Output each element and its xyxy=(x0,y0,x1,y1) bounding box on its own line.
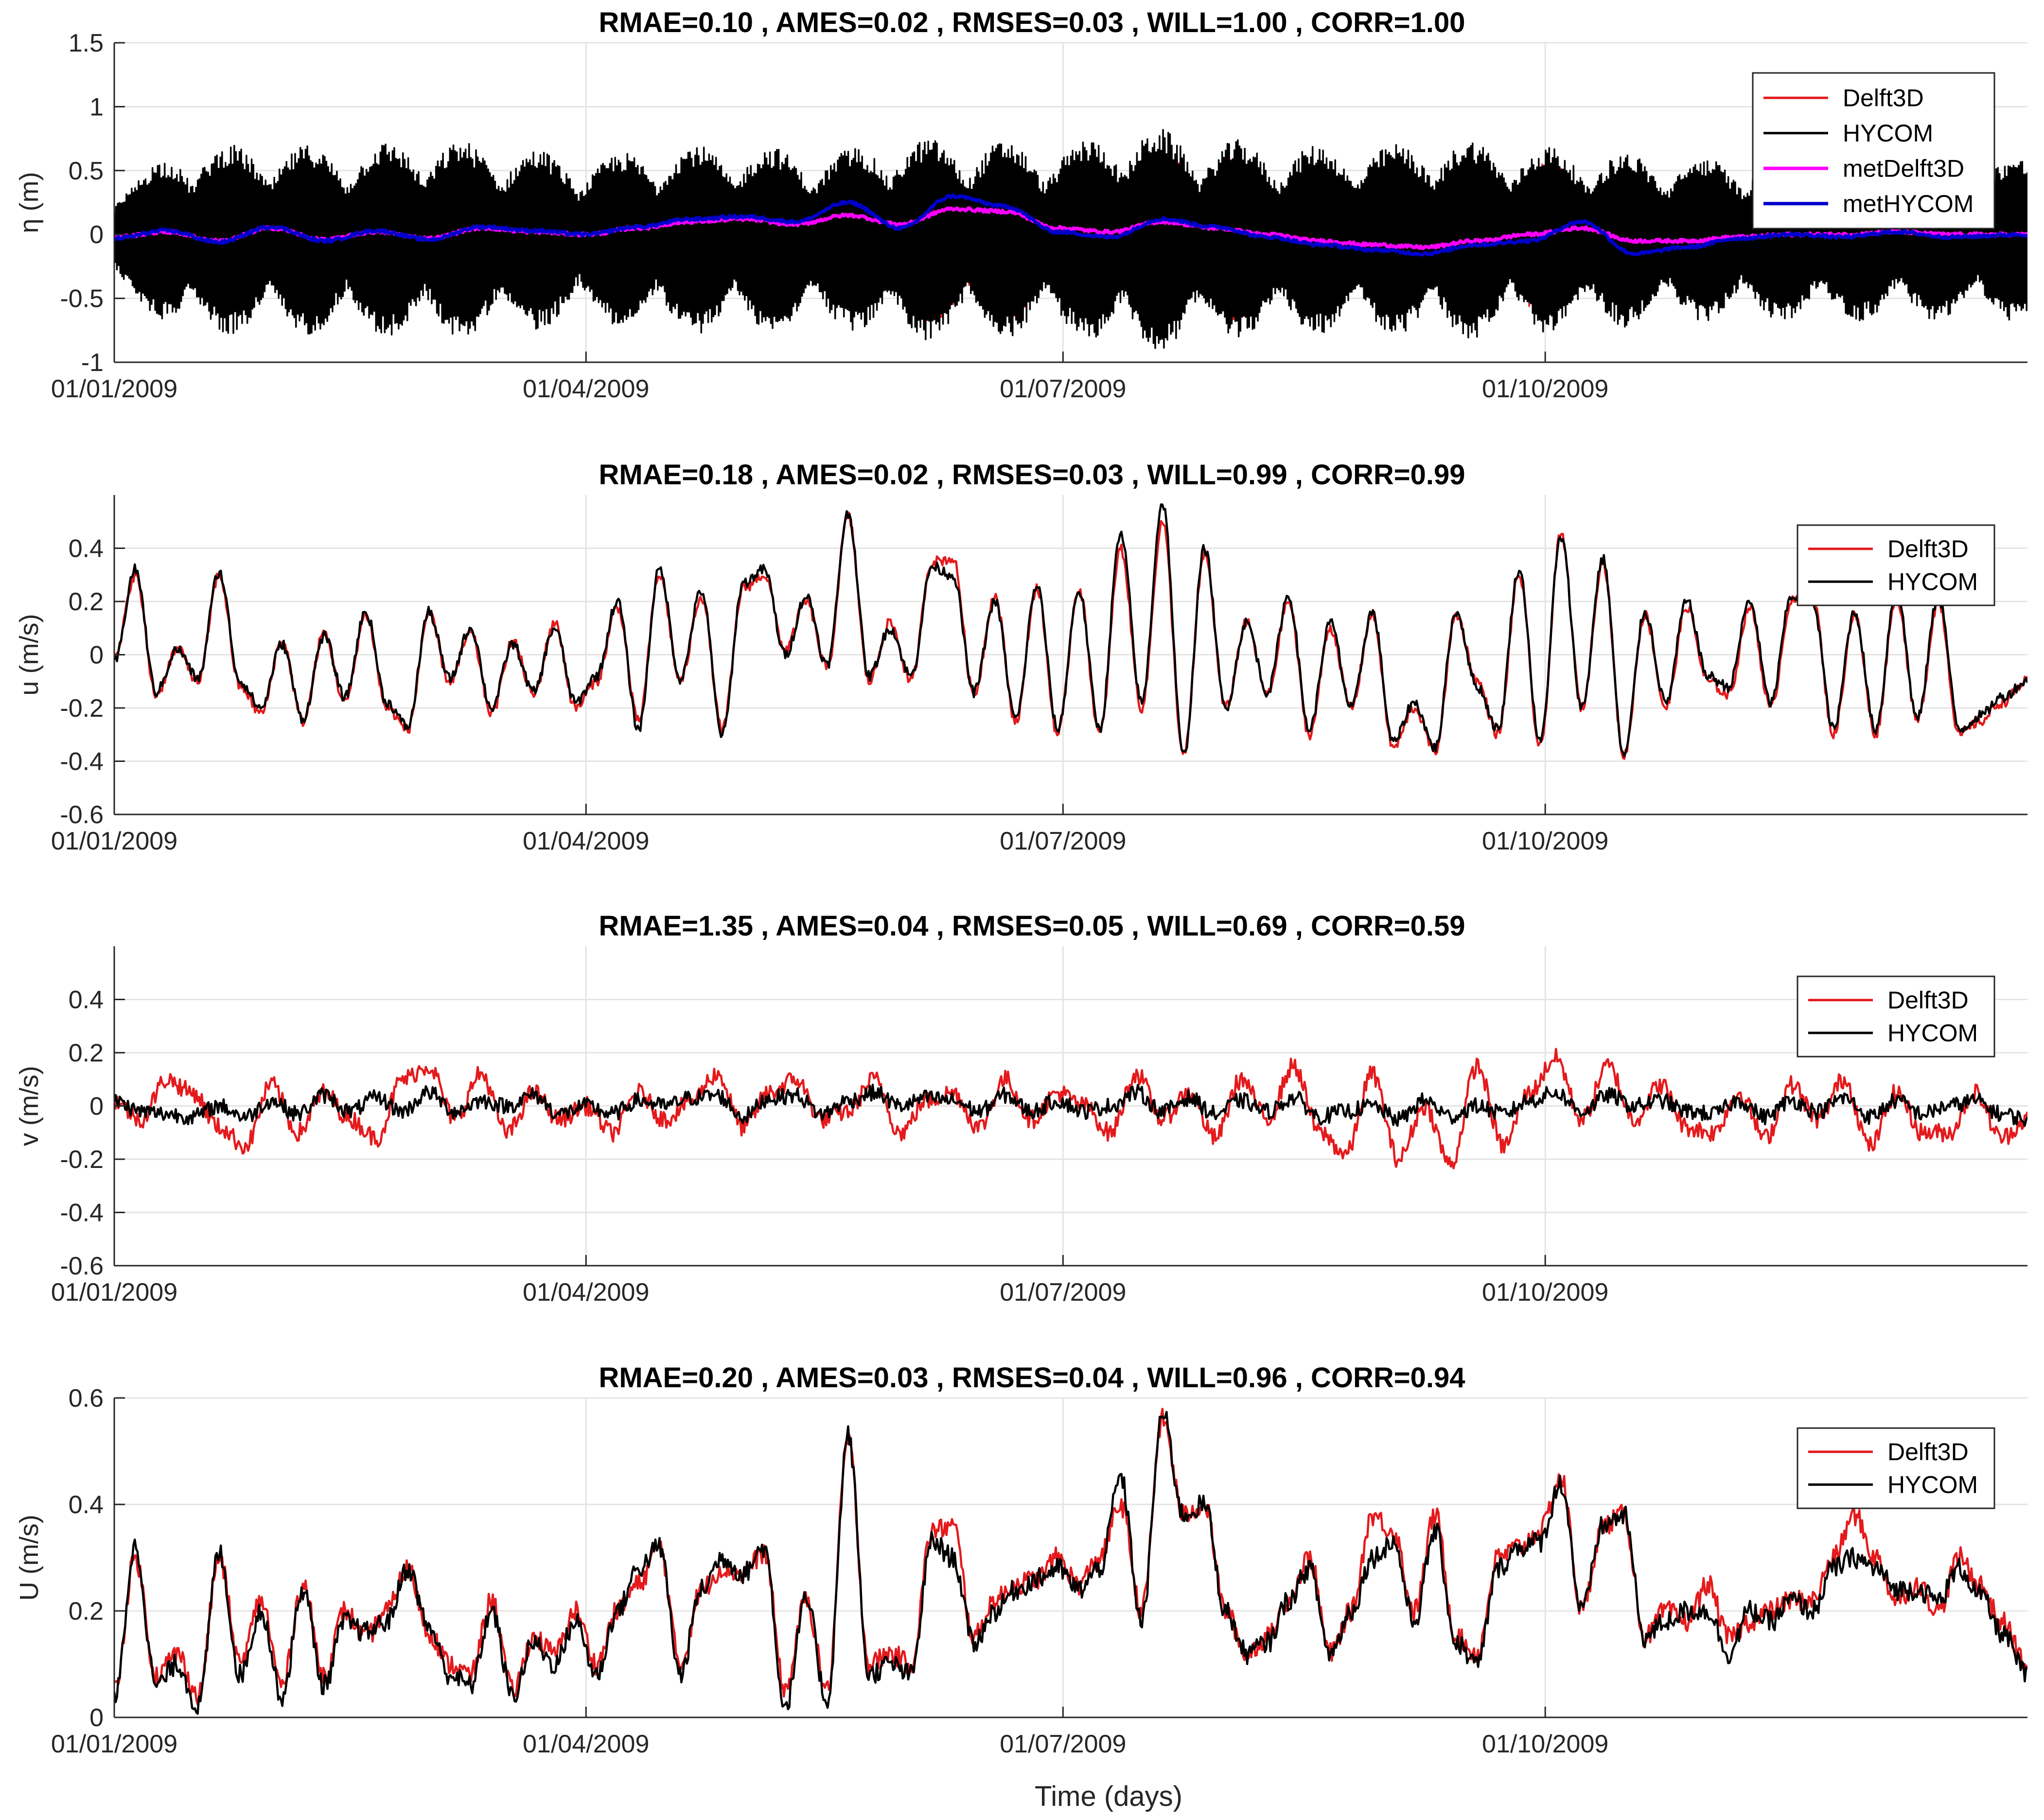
y-tick-label: -0.6 xyxy=(60,1252,104,1280)
y-axis-label: U (m/s) xyxy=(15,1515,44,1601)
y-axis-label: η (m) xyxy=(15,172,44,233)
x-tick-label: 01/10/2009 xyxy=(1482,1278,1608,1307)
y-tick-label: -0.6 xyxy=(60,801,104,829)
legend: Delft3D HYCOM metDelft3D metHYCOM xyxy=(1752,72,1995,230)
y-tick-label: 1.5 xyxy=(69,29,104,57)
series-line-delft3d xyxy=(114,1048,2027,1169)
x-tick-label: 01/01/2009 xyxy=(51,827,177,855)
y-tick-label: 0.2 xyxy=(69,588,104,616)
x-tick-label: 01/07/2009 xyxy=(1000,1730,1126,1758)
subplot-eta: -1 -0.5 0 0.5 1 1.5 01/01/2009 01/04/2009 01/07/… xyxy=(15,7,2027,403)
y-tick-label: 0.4 xyxy=(69,986,104,1014)
legend-label-hycom: HYCOM xyxy=(1843,120,1933,147)
x-tick-label: 01/04/2009 xyxy=(523,827,649,855)
legend: Delft3D HYCOM xyxy=(1797,975,1995,1058)
legend-label-methycom: metHYCOM xyxy=(1843,190,1974,217)
x-tick-label: 01/01/2009 xyxy=(51,375,177,403)
legend: Delft3D HYCOM xyxy=(1797,1427,1995,1509)
x-axis-label: Time (days) xyxy=(1035,1781,1182,1812)
subplot-title: RMAE=0.10 , AMES=0.02 , RMSES=0.03 , WIL… xyxy=(599,7,1465,38)
legend-box xyxy=(1797,1427,1995,1509)
subplot-title: RMAE=1.35 , AMES=0.04 , RMSES=0.05 , WIL… xyxy=(599,910,1465,942)
legend-label-delft3d: Delft3D xyxy=(1887,1438,1969,1466)
plot-area xyxy=(114,503,2027,760)
plot-area xyxy=(114,129,2027,349)
legend-label-hycom: HYCOM xyxy=(1887,1019,1978,1046)
legend-box xyxy=(1797,524,1995,606)
x-tick-label: 01/10/2009 xyxy=(1482,827,1608,855)
legend-label-delft3d: Delft3D xyxy=(1843,84,1924,111)
y-tick-label: 0.6 xyxy=(69,1384,104,1413)
plot-area xyxy=(114,1408,2027,1715)
series-line-delft3d xyxy=(114,1408,2027,1706)
y-tick-label: 0.2 xyxy=(69,1039,104,1067)
subplot-u: -0.6 -0.4 -0.2 0 0.2 0.4 01/01/2009 01/04/2009 0… xyxy=(15,459,2027,855)
y-tick-label: 0 xyxy=(89,1704,104,1732)
y-tick-label: 1 xyxy=(89,93,104,121)
series-line-methycom xyxy=(114,193,2027,257)
y-tick-label: -0.4 xyxy=(60,748,104,776)
x-tick-label: 01/04/2009 xyxy=(523,375,649,403)
y-tick-label: -0.4 xyxy=(60,1199,104,1227)
y-tick-label: 0 xyxy=(89,221,104,249)
x-tick-label: 01/10/2009 xyxy=(1482,375,1608,403)
series-line-hycom xyxy=(114,1411,2027,1715)
y-tick-label: 0.4 xyxy=(69,1491,104,1519)
y-tick-label: -0.2 xyxy=(60,1146,104,1174)
x-tick-label: 01/07/2009 xyxy=(1000,1278,1126,1307)
legend-label-delft3d: Delft3D xyxy=(1887,987,1969,1014)
x-tick-label: 01/10/2009 xyxy=(1482,1730,1608,1758)
x-tick-label: 01/04/2009 xyxy=(523,1278,649,1307)
y-tick-label: -0.5 xyxy=(60,285,104,313)
y-tick-label: 0.2 xyxy=(69,1597,104,1626)
series-line-hycom xyxy=(114,129,2027,349)
y-axis-label: u (m/s) xyxy=(15,614,44,696)
subplot-speed: 0 0.2 0.4 0.6 01/01/2009 01/04/2009 01/07/2009… xyxy=(15,1362,2027,1758)
legend: Delft3D HYCOM xyxy=(1797,524,1995,606)
plot-area xyxy=(114,1048,2027,1169)
series-line-hycom xyxy=(114,503,2027,758)
series-line-hycom xyxy=(114,1083,2027,1127)
x-tick-label: 01/07/2009 xyxy=(1000,827,1126,855)
y-axis-label: v (m/s) xyxy=(15,1066,44,1146)
legend-label-delft3d: Delft3D xyxy=(1887,535,1969,563)
y-tick-label: -0.2 xyxy=(60,694,104,723)
legend-box xyxy=(1797,975,1995,1058)
subplot-v: -0.6 -0.4 -0.2 0 0.2 0.4 01/01/2009 01/04/2009 0… xyxy=(15,910,2027,1307)
subplot-title: RMAE=0.20 , AMES=0.03 , RMSES=0.04 , WIL… xyxy=(599,1362,1465,1394)
subplot-title: RMAE=0.18 , AMES=0.02 , RMSES=0.03 , WIL… xyxy=(599,459,1465,491)
legend-label-hycom: HYCOM xyxy=(1887,568,1978,595)
y-tick-label: 0.4 xyxy=(69,535,104,563)
y-tick-label: 0 xyxy=(89,641,104,670)
y-tick-label: 0.5 xyxy=(69,157,104,185)
x-tick-label: 01/07/2009 xyxy=(1000,375,1126,403)
legend-label-metdelft3d: metDelft3D xyxy=(1843,155,1964,182)
legend-label-hycom: HYCOM xyxy=(1887,1471,1978,1498)
y-tick-label: -1 xyxy=(81,349,104,377)
x-tick-label: 01/04/2009 xyxy=(523,1730,649,1758)
x-tick-label: 01/01/2009 xyxy=(51,1730,177,1758)
y-tick-label: 0 xyxy=(89,1093,104,1121)
x-tick-label: 01/01/2009 xyxy=(51,1278,177,1307)
